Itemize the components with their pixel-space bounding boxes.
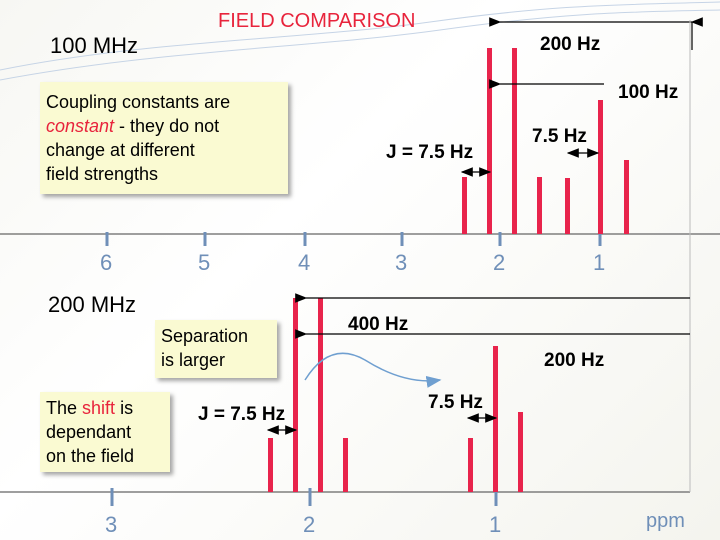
top-peak-6 (598, 100, 603, 234)
bottom-peak-1 (268, 438, 273, 492)
bottom-tick-label-3: 3 (105, 512, 118, 537)
bottom-peak-3 (318, 298, 323, 492)
bottom-width-label: 400 Hz (348, 314, 409, 335)
top-peaks (462, 48, 629, 234)
coupling-line-4: field strengths (46, 164, 159, 184)
shift-word-2: is (120, 398, 134, 418)
shift-line-1: The shift is (46, 396, 164, 420)
bottom-peak-5 (468, 438, 473, 492)
bottom-tick-label-1: 1 (489, 512, 502, 537)
top-peak-3 (512, 48, 517, 234)
top-peak-1 (462, 177, 467, 234)
coupling-line-1: Coupling constants are (46, 92, 231, 112)
coupling-italic-word: constant (46, 116, 115, 136)
top-axis-ticks (105, 232, 602, 246)
separation-line-2: is larger (161, 350, 226, 370)
shift-curve-arrow (304, 352, 442, 388)
top-peak-5 (565, 178, 570, 234)
bottom-split-label: 7.5 Hz (428, 392, 483, 413)
bottom-j-label: J = 7.5 Hz (198, 404, 286, 425)
bottom-tick-label-2: 2 (303, 512, 316, 537)
top-tick-label-4: 4 (298, 250, 311, 275)
page-title: FIELD COMPARISON (218, 10, 416, 32)
top-tick-label-1: 1 (593, 250, 606, 275)
top-tick-label-3: 3 (395, 250, 408, 275)
top-field-label: 100 MHz (50, 33, 139, 58)
coupling-line-2-rest: - they do not (114, 116, 220, 136)
top-split-label: 7.5 Hz (532, 126, 587, 147)
decor-wave-1 (0, 1, 720, 71)
top-tick-label-2: 2 (493, 250, 506, 275)
decor-wave-2 (0, 9, 720, 81)
separation-line-1: Separation (161, 326, 249, 346)
coupling-callout: Coupling constants are constant - they d… (40, 82, 288, 194)
top-j-label: J = 7.5 Hz (386, 142, 474, 163)
shift-line-3: on the field (46, 446, 135, 466)
shift-word-1: The (46, 398, 78, 418)
top-shift-label: 100 Hz (618, 82, 679, 103)
separation-callout: Separation is larger (155, 320, 277, 378)
bottom-shift-label: 200 Hz (544, 350, 605, 371)
bottom-peak-2 (293, 298, 298, 492)
top-tick-label-6: 6 (100, 250, 113, 275)
coupling-line-2: constant - they do not (46, 114, 282, 138)
top-tick-label-5: 5 (198, 250, 211, 275)
bottom-field-label: 200 MHz (48, 292, 137, 317)
bottom-peak-6 (493, 346, 498, 492)
shift-line-2: dependant (46, 422, 132, 442)
bottom-peak-4 (343, 438, 348, 492)
shift-red-word: shift (82, 398, 116, 418)
ppm-unit-label: ppm (646, 510, 685, 532)
top-peak-2 (487, 48, 492, 234)
top-peak-7 (624, 160, 629, 234)
top-width-label: 200 Hz (540, 34, 601, 55)
bottom-peak-7 (518, 412, 523, 492)
bottom-axis-ticks (110, 488, 498, 506)
top-peak-4 (537, 177, 542, 234)
shift-callout: The shift is dependant on the field (40, 392, 170, 472)
coupling-line-3: change at different (46, 140, 195, 160)
